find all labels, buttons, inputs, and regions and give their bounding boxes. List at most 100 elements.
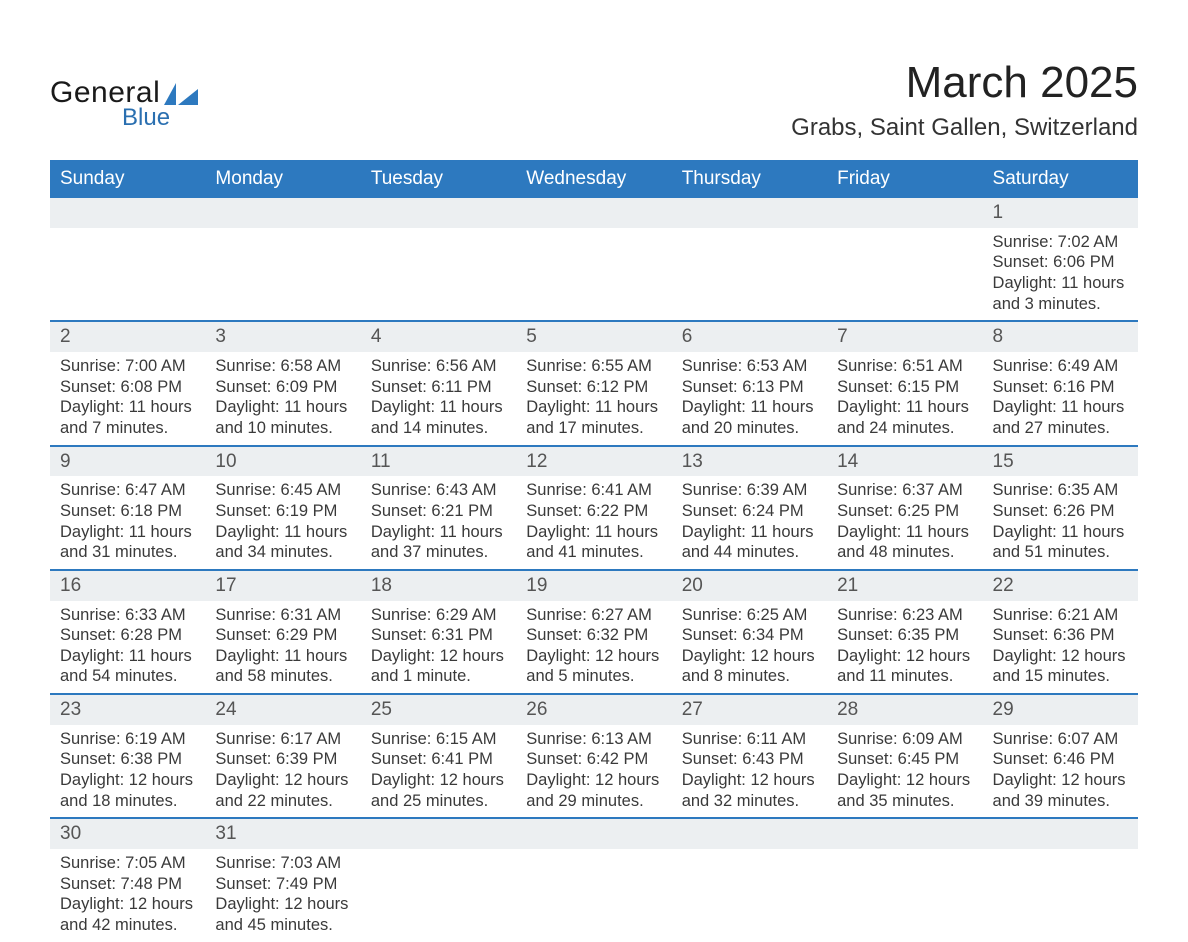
sunrise-text: Sunrise: 6:35 AM <box>993 480 1128 501</box>
sunrise-text: Sunrise: 6:17 AM <box>215 729 350 750</box>
day-number <box>205 197 360 228</box>
day-cell <box>983 849 1138 942</box>
day-cell <box>361 849 516 942</box>
day-cell: Sunrise: 6:35 AMSunset: 6:26 PMDaylight:… <box>983 476 1138 570</box>
day-cell: Sunrise: 6:07 AMSunset: 6:46 PMDaylight:… <box>983 725 1138 819</box>
daylight-text-1: Daylight: 11 hours <box>526 397 661 418</box>
day-content-row: Sunrise: 7:05 AMSunset: 7:48 PMDaylight:… <box>50 849 1138 942</box>
sunset-text: Sunset: 6:43 PM <box>682 749 817 770</box>
daylight-text-1: Daylight: 12 hours <box>993 646 1128 667</box>
daylight-text-2: and 18 minutes. <box>60 791 195 812</box>
daylight-text-1: Daylight: 12 hours <box>60 894 195 915</box>
day-number: 6 <box>672 321 827 352</box>
sunset-text: Sunset: 6:42 PM <box>526 749 661 770</box>
daylight-text-2: and 10 minutes. <box>215 418 350 439</box>
daylight-text-1: Daylight: 12 hours <box>526 646 661 667</box>
daynum-row: 1 <box>50 197 1138 228</box>
daylight-text-1: Daylight: 11 hours <box>60 646 195 667</box>
day-cell: Sunrise: 6:43 AMSunset: 6:21 PMDaylight:… <box>361 476 516 570</box>
daylight-text-1: Daylight: 11 hours <box>215 522 350 543</box>
daylight-text-1: Daylight: 12 hours <box>371 770 506 791</box>
sunrise-text: Sunrise: 6:27 AM <box>526 605 661 626</box>
daylight-text-1: Daylight: 12 hours <box>682 770 817 791</box>
day-cell: Sunrise: 6:47 AMSunset: 6:18 PMDaylight:… <box>50 476 205 570</box>
day-cell <box>827 228 982 322</box>
sunset-text: Sunset: 6:36 PM <box>993 625 1128 646</box>
day-number: 5 <box>516 321 671 352</box>
day-cell: Sunrise: 6:23 AMSunset: 6:35 PMDaylight:… <box>827 601 982 695</box>
sunrise-text: Sunrise: 6:11 AM <box>682 729 817 750</box>
day-number <box>672 818 827 849</box>
day-content-row: Sunrise: 6:47 AMSunset: 6:18 PMDaylight:… <box>50 476 1138 570</box>
day-cell: Sunrise: 6:33 AMSunset: 6:28 PMDaylight:… <box>50 601 205 695</box>
sunset-text: Sunset: 6:45 PM <box>837 749 972 770</box>
daylight-text-2: and 31 minutes. <box>60 542 195 563</box>
day-cell <box>361 228 516 322</box>
daylight-text-1: Daylight: 11 hours <box>993 522 1128 543</box>
daylight-text-1: Daylight: 11 hours <box>837 522 972 543</box>
daylight-text-2: and 54 minutes. <box>60 666 195 687</box>
title-block: March 2025 Grabs, Saint Gallen, Switzerl… <box>791 58 1138 142</box>
sunset-text: Sunset: 7:48 PM <box>60 874 195 895</box>
sunrise-text: Sunrise: 6:49 AM <box>993 356 1128 377</box>
day-number: 30 <box>50 818 205 849</box>
day-cell: Sunrise: 6:13 AMSunset: 6:42 PMDaylight:… <box>516 725 671 819</box>
sunrise-text: Sunrise: 6:56 AM <box>371 356 506 377</box>
sunset-text: Sunset: 6:32 PM <box>526 625 661 646</box>
day-number <box>827 197 982 228</box>
day-number: 10 <box>205 446 360 477</box>
day-number: 17 <box>205 570 360 601</box>
sunset-text: Sunset: 6:39 PM <box>215 749 350 770</box>
day-number: 18 <box>361 570 516 601</box>
daylight-text-1: Daylight: 12 hours <box>215 894 350 915</box>
daylight-text-1: Daylight: 12 hours <box>60 770 195 791</box>
day-cell: Sunrise: 6:31 AMSunset: 6:29 PMDaylight:… <box>205 601 360 695</box>
sunset-text: Sunset: 6:38 PM <box>60 749 195 770</box>
daylight-text-1: Daylight: 11 hours <box>993 273 1128 294</box>
day-cell: Sunrise: 6:15 AMSunset: 6:41 PMDaylight:… <box>361 725 516 819</box>
day-number <box>361 197 516 228</box>
daynum-row: 16171819202122 <box>50 570 1138 601</box>
day-number: 12 <box>516 446 671 477</box>
day-number <box>50 197 205 228</box>
day-header-row: Sunday Monday Tuesday Wednesday Thursday… <box>50 161 1138 197</box>
daylight-text-2: and 39 minutes. <box>993 791 1128 812</box>
day-cell: Sunrise: 6:51 AMSunset: 6:15 PMDaylight:… <box>827 352 982 446</box>
sunset-text: Sunset: 6:06 PM <box>993 252 1128 273</box>
sunrise-text: Sunrise: 6:41 AM <box>526 480 661 501</box>
day-cell <box>672 228 827 322</box>
day-cell: Sunrise: 6:53 AMSunset: 6:13 PMDaylight:… <box>672 352 827 446</box>
sunrise-text: Sunrise: 6:21 AM <box>993 605 1128 626</box>
day-number: 3 <box>205 321 360 352</box>
daylight-text-1: Daylight: 11 hours <box>682 522 817 543</box>
day-number: 22 <box>983 570 1138 601</box>
sunset-text: Sunset: 6:31 PM <box>371 625 506 646</box>
sunrise-text: Sunrise: 6:43 AM <box>371 480 506 501</box>
day-cell <box>672 849 827 942</box>
day-content-row: Sunrise: 7:00 AMSunset: 6:08 PMDaylight:… <box>50 352 1138 446</box>
day-number: 9 <box>50 446 205 477</box>
sunset-text: Sunset: 6:16 PM <box>993 377 1128 398</box>
dayheader-sun: Sunday <box>50 161 205 197</box>
sunset-text: Sunset: 6:11 PM <box>371 377 506 398</box>
sunset-text: Sunset: 6:21 PM <box>371 501 506 522</box>
sunrise-text: Sunrise: 6:23 AM <box>837 605 972 626</box>
day-cell: Sunrise: 7:03 AMSunset: 7:49 PMDaylight:… <box>205 849 360 942</box>
day-cell: Sunrise: 6:55 AMSunset: 6:12 PMDaylight:… <box>516 352 671 446</box>
daylight-text-2: and 11 minutes. <box>837 666 972 687</box>
day-number: 4 <box>361 321 516 352</box>
daylight-text-2: and 34 minutes. <box>215 542 350 563</box>
sunrise-text: Sunrise: 6:13 AM <box>526 729 661 750</box>
day-cell <box>50 228 205 322</box>
day-cell: Sunrise: 6:45 AMSunset: 6:19 PMDaylight:… <box>205 476 360 570</box>
daylight-text-2: and 5 minutes. <box>526 666 661 687</box>
daylight-text-1: Daylight: 12 hours <box>837 770 972 791</box>
daylight-text-1: Daylight: 12 hours <box>682 646 817 667</box>
day-content-row: Sunrise: 6:19 AMSunset: 6:38 PMDaylight:… <box>50 725 1138 819</box>
day-number: 24 <box>205 694 360 725</box>
daylight-text-2: and 15 minutes. <box>993 666 1128 687</box>
sunrise-text: Sunrise: 6:39 AM <box>682 480 817 501</box>
day-number <box>516 818 671 849</box>
sunset-text: Sunset: 6:28 PM <box>60 625 195 646</box>
sunrise-text: Sunrise: 6:15 AM <box>371 729 506 750</box>
